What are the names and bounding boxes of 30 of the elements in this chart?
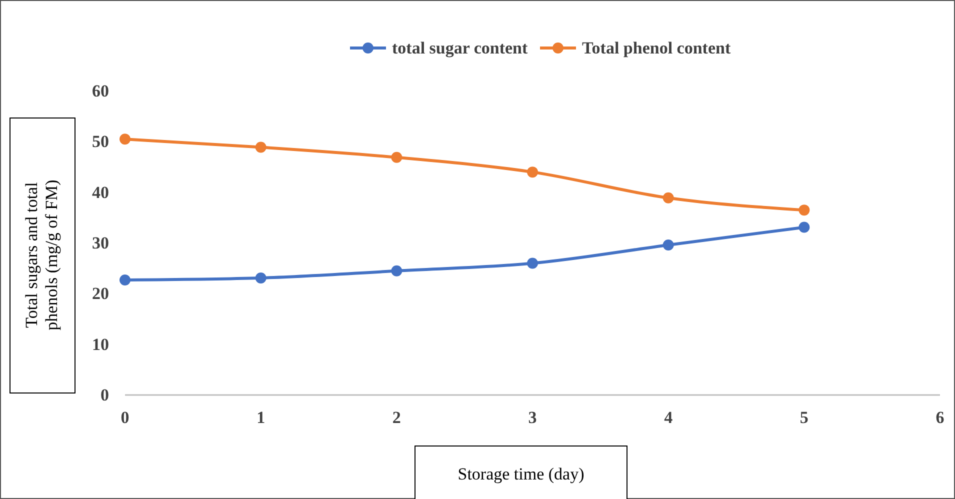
point	[255, 142, 266, 153]
x-tick-label: 2	[392, 408, 401, 427]
x-tick-label: 0	[120, 408, 130, 427]
x-tick-label: 5	[800, 408, 808, 427]
x-tick-label: 3	[528, 408, 537, 427]
y-tick-label: 0	[100, 386, 109, 404]
point	[798, 222, 810, 233]
point	[662, 192, 674, 204]
x-tick-label: 6	[936, 408, 944, 427]
point	[391, 152, 402, 163]
legend-label: Total phenol content	[582, 38, 731, 58]
y-tick-label: 40	[92, 182, 109, 202]
legend-label: total sugar content	[392, 38, 528, 58]
point	[120, 274, 130, 286]
point	[120, 134, 130, 145]
y-tick-label: 10	[92, 334, 109, 354]
x-axis-title: Storage time (day)	[458, 464, 584, 484]
y-tick-label: 50	[92, 132, 109, 152]
point	[391, 265, 402, 276]
point	[527, 166, 538, 178]
x-tick-label: 1	[256, 408, 266, 427]
y-tick-label: 20	[92, 284, 109, 304]
point	[798, 204, 810, 216]
point	[255, 272, 266, 284]
y-tick-label: 30	[92, 234, 109, 252]
y-axis-title: Total sugars and total phenols (mg/g of FM)	[22, 180, 61, 330]
x-tick-label: 4	[664, 408, 674, 427]
point	[527, 258, 538, 269]
y-tick-label: 60	[92, 82, 109, 100]
point	[662, 240, 674, 251]
